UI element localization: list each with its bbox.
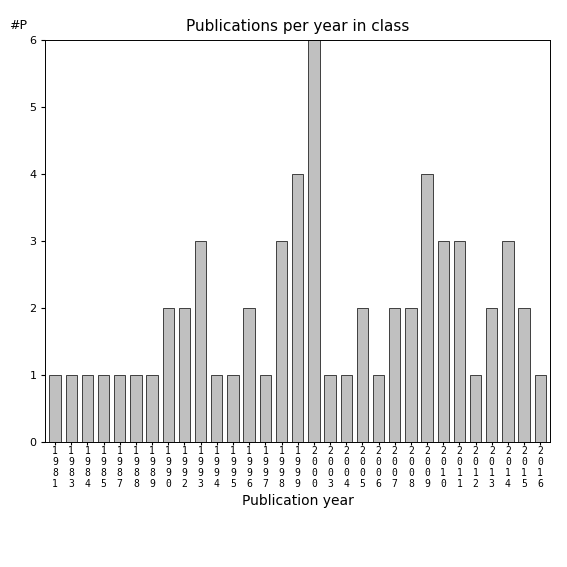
Bar <box>66 375 77 442</box>
Y-axis label: #P: #P <box>9 19 27 32</box>
Bar <box>518 308 530 442</box>
Bar <box>405 308 417 442</box>
Bar <box>130 375 142 442</box>
Bar <box>276 241 287 442</box>
Bar <box>502 241 514 442</box>
Bar <box>195 241 206 442</box>
Bar <box>243 308 255 442</box>
Bar <box>357 308 368 442</box>
Bar <box>308 40 320 442</box>
Bar <box>211 375 222 442</box>
Title: Publications per year in class: Publications per year in class <box>186 19 409 35</box>
Bar <box>438 241 449 442</box>
Bar <box>114 375 125 442</box>
Bar <box>486 308 497 442</box>
Bar <box>227 375 239 442</box>
Bar <box>421 174 433 442</box>
Bar <box>324 375 336 442</box>
Bar <box>341 375 352 442</box>
Bar <box>454 241 465 442</box>
Bar <box>146 375 158 442</box>
Bar <box>470 375 481 442</box>
Bar <box>373 375 384 442</box>
Bar <box>389 308 400 442</box>
Bar <box>179 308 190 442</box>
Bar <box>292 174 303 442</box>
Bar <box>260 375 271 442</box>
X-axis label: Publication year: Publication year <box>242 494 354 509</box>
Bar <box>98 375 109 442</box>
Bar <box>535 375 546 442</box>
Bar <box>163 308 174 442</box>
Bar <box>82 375 93 442</box>
Bar <box>49 375 61 442</box>
